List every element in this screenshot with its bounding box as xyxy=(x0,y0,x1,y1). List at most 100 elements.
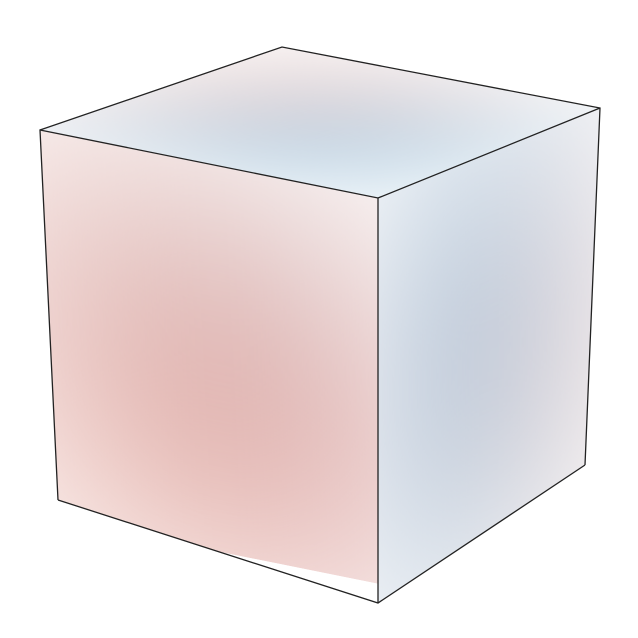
voxel-cell xyxy=(460,252,490,318)
voxel-cell xyxy=(214,301,262,359)
voxel-cell xyxy=(405,275,435,340)
voxel-cell xyxy=(257,310,304,368)
voxel-cell xyxy=(543,118,573,183)
voxel-cell xyxy=(378,387,407,453)
voxel-cell xyxy=(52,406,99,464)
voxel-cell xyxy=(88,276,135,334)
voxel-cell xyxy=(543,421,573,486)
voxel-cell xyxy=(97,461,144,519)
voxel-cell xyxy=(432,213,462,278)
voxel-cell xyxy=(43,221,90,279)
voxel-cell xyxy=(488,191,518,256)
voxel-cell xyxy=(378,489,407,554)
voxel-cell xyxy=(334,188,378,246)
voxel-cell xyxy=(488,393,518,458)
voxel-cell xyxy=(432,314,462,380)
voxel-cell xyxy=(378,185,407,250)
voxel-cell xyxy=(543,371,573,436)
voxel-cell xyxy=(516,432,546,498)
voxel-cell xyxy=(543,219,573,284)
voxel-cell xyxy=(168,200,215,258)
voxel-cell xyxy=(337,234,378,292)
voxel-cell xyxy=(130,284,177,342)
voxel-cell xyxy=(405,376,435,441)
voxel-cell xyxy=(432,466,462,531)
voxel-cell xyxy=(266,495,313,553)
voxel-cell xyxy=(460,455,490,520)
voxel-cell xyxy=(488,292,518,357)
voxel-cell xyxy=(259,356,306,414)
voxel-cell xyxy=(405,326,435,391)
voxel-cell xyxy=(543,320,573,385)
voxel-cell xyxy=(94,414,142,472)
voxel-cell xyxy=(179,431,226,489)
voxel-cell xyxy=(405,224,435,290)
voxel-cell xyxy=(516,331,546,396)
voxel-cell xyxy=(460,151,490,217)
voxel-cell xyxy=(571,157,600,222)
voxel-cell xyxy=(339,280,378,338)
voxel-cell xyxy=(378,337,407,402)
voxel-cell xyxy=(350,512,378,570)
voxel-cell xyxy=(343,373,378,431)
voxel-cell xyxy=(346,419,378,477)
voxel-cell xyxy=(139,469,186,527)
voxel-cell xyxy=(123,145,170,203)
voxel-cell xyxy=(378,539,407,603)
voxel-cell xyxy=(516,281,546,346)
voxel-cell xyxy=(85,229,133,287)
voxel-cell xyxy=(405,477,435,543)
voxel-cell xyxy=(261,402,308,460)
voxel-cell xyxy=(460,354,490,419)
voxel-cell xyxy=(128,238,175,296)
voxel-cell xyxy=(181,478,228,536)
voxel-cell xyxy=(571,108,600,172)
cube-edges xyxy=(39,46,601,604)
voxel-cell xyxy=(432,416,462,481)
voxel-cell xyxy=(125,192,173,250)
voxel-cell xyxy=(254,263,302,321)
voxel-cell xyxy=(250,171,297,229)
voxel-cell xyxy=(252,217,299,275)
voxel-cell xyxy=(378,236,407,301)
voxel-cell xyxy=(460,303,490,368)
voxel-cell xyxy=(348,465,378,523)
voxel-cell xyxy=(132,330,179,388)
voxel-cell xyxy=(516,129,546,194)
voxel-cell xyxy=(177,385,224,443)
voxel-cell xyxy=(432,264,462,329)
voxel-cell xyxy=(405,427,435,492)
front-face xyxy=(40,130,378,570)
voxel-cell xyxy=(83,183,130,241)
voxel-cell xyxy=(92,368,139,426)
voxel-cell xyxy=(543,269,573,335)
voxel-cell xyxy=(432,365,462,430)
voxel-cell xyxy=(299,318,346,376)
voxel-cell xyxy=(48,313,95,371)
voxel-cell xyxy=(378,286,407,352)
voxel-cell xyxy=(516,382,546,447)
voxel-cell xyxy=(301,364,348,422)
voxel-cell xyxy=(134,377,182,435)
voxel-cell xyxy=(516,230,546,295)
voxel-cell xyxy=(45,267,93,325)
voxel-cell xyxy=(137,423,184,481)
voxel-cell xyxy=(432,163,462,228)
voxel-cell xyxy=(294,226,342,284)
voxel-cell xyxy=(341,327,378,385)
voxel-cell xyxy=(165,154,213,212)
voxel-cell xyxy=(306,457,353,515)
voxel-cell xyxy=(543,168,573,233)
voxel-cell xyxy=(208,162,255,220)
voxel-cell xyxy=(174,339,222,397)
voxel-cell xyxy=(303,411,351,469)
voxel-cell xyxy=(292,179,339,237)
voxel-cell xyxy=(170,246,217,304)
voxel-cell xyxy=(516,179,546,245)
voxel-cell xyxy=(172,293,219,351)
voxel-cell xyxy=(488,241,518,307)
voxel-cell xyxy=(297,272,344,330)
voxel-cell xyxy=(308,503,355,561)
